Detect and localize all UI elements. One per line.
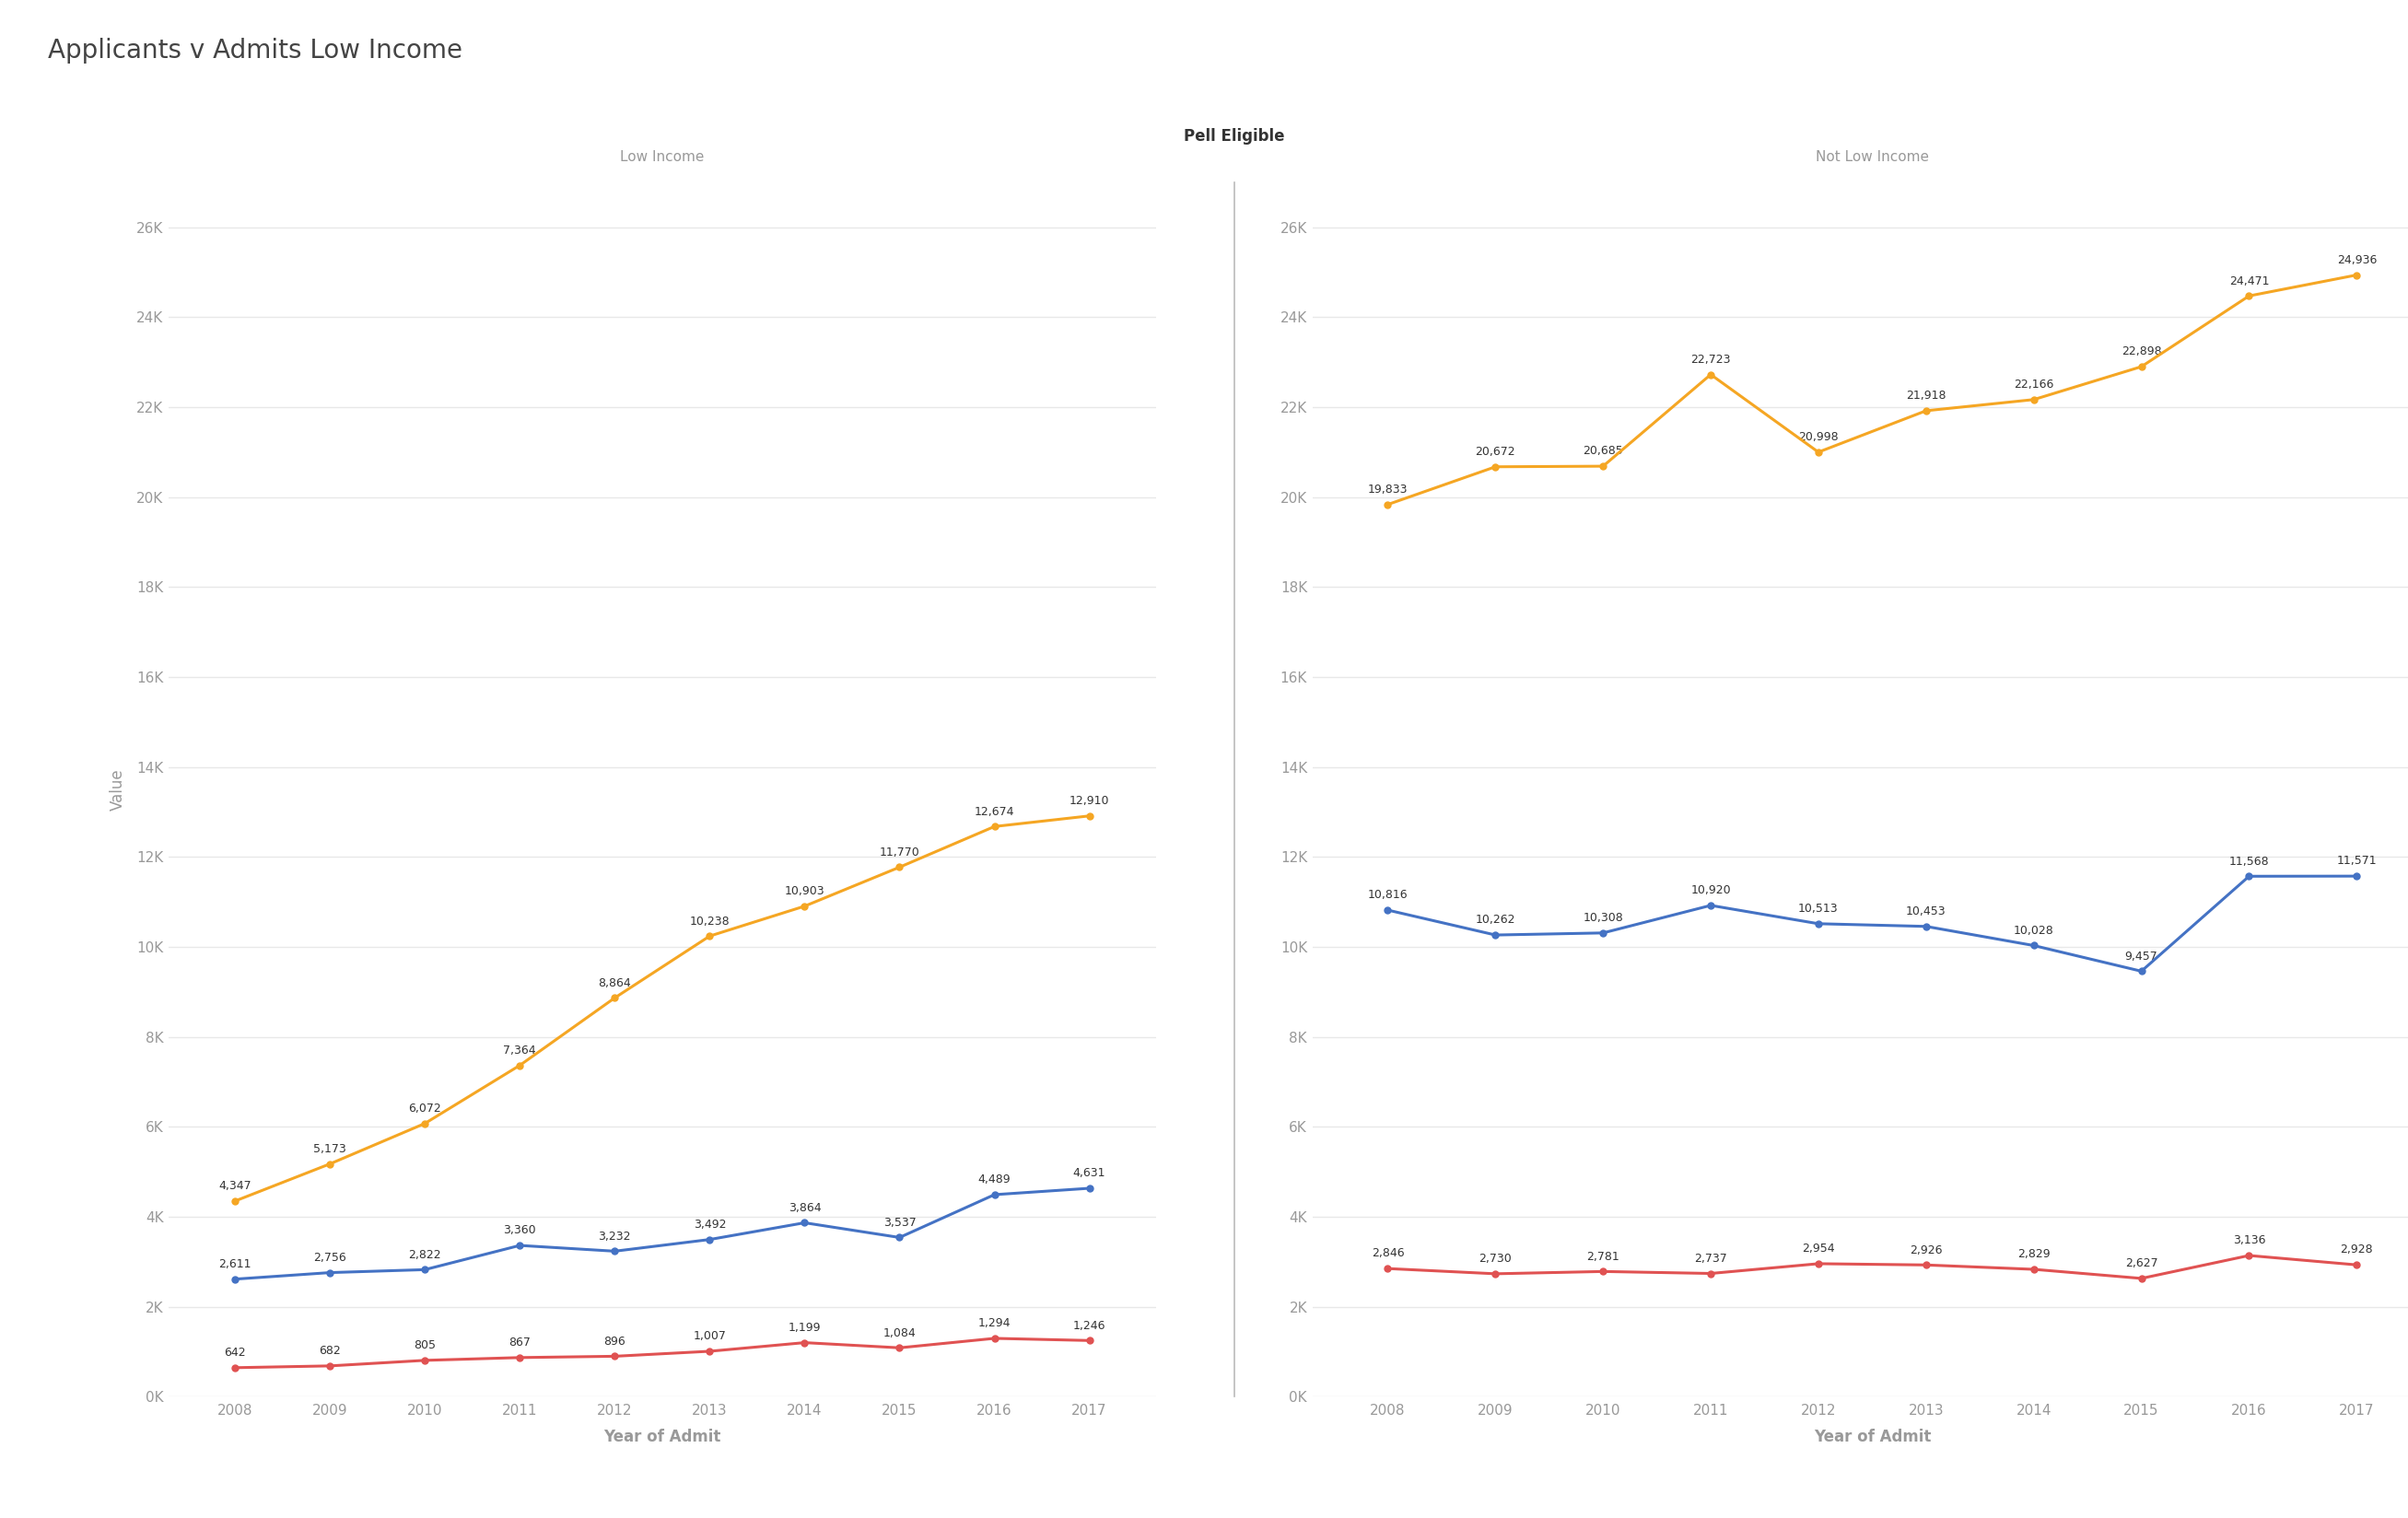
Text: 2,611: 2,611	[219, 1258, 250, 1271]
Text: 24,471: 24,471	[2230, 275, 2268, 287]
Text: 11,568: 11,568	[2230, 855, 2268, 867]
Text: 2,822: 2,822	[409, 1249, 441, 1260]
Text: 10,816: 10,816	[1368, 890, 1409, 902]
Text: 22,898: 22,898	[2121, 346, 2162, 358]
Text: 21,918: 21,918	[1907, 390, 1946, 402]
X-axis label: Year of Admit: Year of Admit	[604, 1428, 720, 1445]
Text: 1,007: 1,007	[694, 1330, 727, 1342]
Text: 4,347: 4,347	[219, 1179, 250, 1192]
Text: 3,492: 3,492	[694, 1219, 727, 1231]
Text: 2,737: 2,737	[1695, 1252, 1727, 1264]
Text: 11,770: 11,770	[879, 846, 920, 858]
Text: 3,537: 3,537	[884, 1216, 915, 1228]
Text: 22,723: 22,723	[1690, 354, 1731, 366]
Text: 805: 805	[414, 1339, 436, 1351]
Text: 10,238: 10,238	[689, 915, 730, 927]
Text: 10,920: 10,920	[1690, 885, 1731, 897]
Text: 20,672: 20,672	[1476, 446, 1515, 458]
Text: 10,903: 10,903	[785, 885, 824, 897]
Text: 10,308: 10,308	[1582, 912, 1623, 924]
Text: 3,360: 3,360	[503, 1225, 537, 1237]
Text: 20,998: 20,998	[1799, 431, 1837, 443]
Text: Applicants v Admits Low Income: Applicants v Admits Low Income	[48, 38, 462, 64]
Text: 10,453: 10,453	[1907, 905, 1946, 917]
Text: 4,631: 4,631	[1074, 1167, 1105, 1179]
Text: 20,685: 20,685	[1582, 445, 1623, 457]
Text: Not Low Income: Not Low Income	[1816, 150, 1929, 164]
Text: 24,936: 24,936	[2336, 254, 2377, 266]
Text: 8,864: 8,864	[597, 978, 631, 988]
Text: 6,072: 6,072	[409, 1102, 441, 1114]
Text: 1,084: 1,084	[884, 1327, 915, 1339]
Text: 7,364: 7,364	[503, 1044, 537, 1057]
Text: 2,730: 2,730	[1479, 1252, 1512, 1264]
Text: 5,173: 5,173	[313, 1143, 347, 1155]
Text: 22,166: 22,166	[2013, 378, 2054, 390]
Text: 11,571: 11,571	[2336, 855, 2377, 867]
Y-axis label: Value: Value	[111, 768, 125, 811]
Text: 3,864: 3,864	[787, 1202, 821, 1214]
Text: 1,294: 1,294	[978, 1318, 1011, 1330]
Text: 9,457: 9,457	[2124, 950, 2158, 962]
Text: 2,928: 2,928	[2341, 1243, 2374, 1255]
Text: 3,232: 3,232	[597, 1230, 631, 1242]
Text: 1,246: 1,246	[1074, 1319, 1105, 1331]
Text: 10,028: 10,028	[2013, 924, 2054, 937]
Text: 2,954: 2,954	[1801, 1243, 1835, 1255]
Text: 682: 682	[318, 1345, 342, 1357]
Text: 2,829: 2,829	[2018, 1248, 2049, 1260]
Text: 867: 867	[508, 1337, 530, 1348]
Text: 12,910: 12,910	[1069, 795, 1110, 808]
Text: 10,513: 10,513	[1799, 903, 1837, 915]
Text: 4,489: 4,489	[978, 1173, 1011, 1186]
Text: 2,756: 2,756	[313, 1252, 347, 1263]
Text: 642: 642	[224, 1346, 246, 1359]
Text: 896: 896	[604, 1336, 626, 1348]
Text: 10,262: 10,262	[1476, 914, 1515, 926]
Text: 19,833: 19,833	[1368, 484, 1409, 495]
X-axis label: Year of Admit: Year of Admit	[1813, 1428, 1931, 1445]
Text: Pell Eligible: Pell Eligible	[1185, 128, 1283, 144]
Text: 2,846: 2,846	[1370, 1248, 1404, 1260]
Text: 12,674: 12,674	[975, 806, 1014, 818]
Text: 2,926: 2,926	[1910, 1245, 1943, 1255]
Text: 2,627: 2,627	[2124, 1257, 2158, 1269]
Text: Low Income: Low Income	[621, 150, 703, 164]
Text: 2,781: 2,781	[1587, 1251, 1621, 1263]
Text: 3,136: 3,136	[2232, 1234, 2266, 1246]
Text: 1,199: 1,199	[787, 1322, 821, 1334]
